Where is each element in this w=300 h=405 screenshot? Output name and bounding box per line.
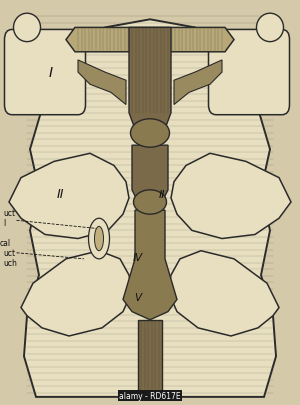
Ellipse shape bbox=[94, 227, 103, 251]
Polygon shape bbox=[132, 146, 168, 211]
Text: alamy - RD617E: alamy - RD617E bbox=[119, 391, 181, 400]
Text: II: II bbox=[56, 188, 64, 201]
Text: cal: cal bbox=[0, 239, 11, 247]
Polygon shape bbox=[138, 320, 162, 397]
Polygon shape bbox=[123, 211, 177, 320]
Ellipse shape bbox=[130, 119, 170, 148]
Text: uct: uct bbox=[3, 249, 15, 258]
Ellipse shape bbox=[88, 219, 110, 259]
Text: I: I bbox=[49, 66, 53, 80]
Text: uct: uct bbox=[3, 208, 15, 217]
Polygon shape bbox=[66, 28, 234, 53]
Polygon shape bbox=[9, 154, 129, 239]
Ellipse shape bbox=[134, 190, 166, 215]
Text: II: II bbox=[159, 190, 165, 199]
Polygon shape bbox=[129, 28, 171, 142]
Text: l: l bbox=[3, 218, 5, 227]
Polygon shape bbox=[171, 154, 291, 239]
Polygon shape bbox=[174, 61, 222, 105]
Polygon shape bbox=[78, 61, 126, 105]
FancyBboxPatch shape bbox=[4, 30, 85, 115]
Polygon shape bbox=[168, 251, 279, 336]
Text: IV: IV bbox=[133, 252, 143, 262]
Ellipse shape bbox=[256, 14, 284, 43]
Text: V: V bbox=[134, 293, 142, 303]
Text: uch: uch bbox=[3, 259, 17, 268]
FancyBboxPatch shape bbox=[208, 30, 290, 115]
Ellipse shape bbox=[14, 14, 40, 43]
Polygon shape bbox=[21, 251, 132, 336]
Polygon shape bbox=[24, 20, 276, 397]
